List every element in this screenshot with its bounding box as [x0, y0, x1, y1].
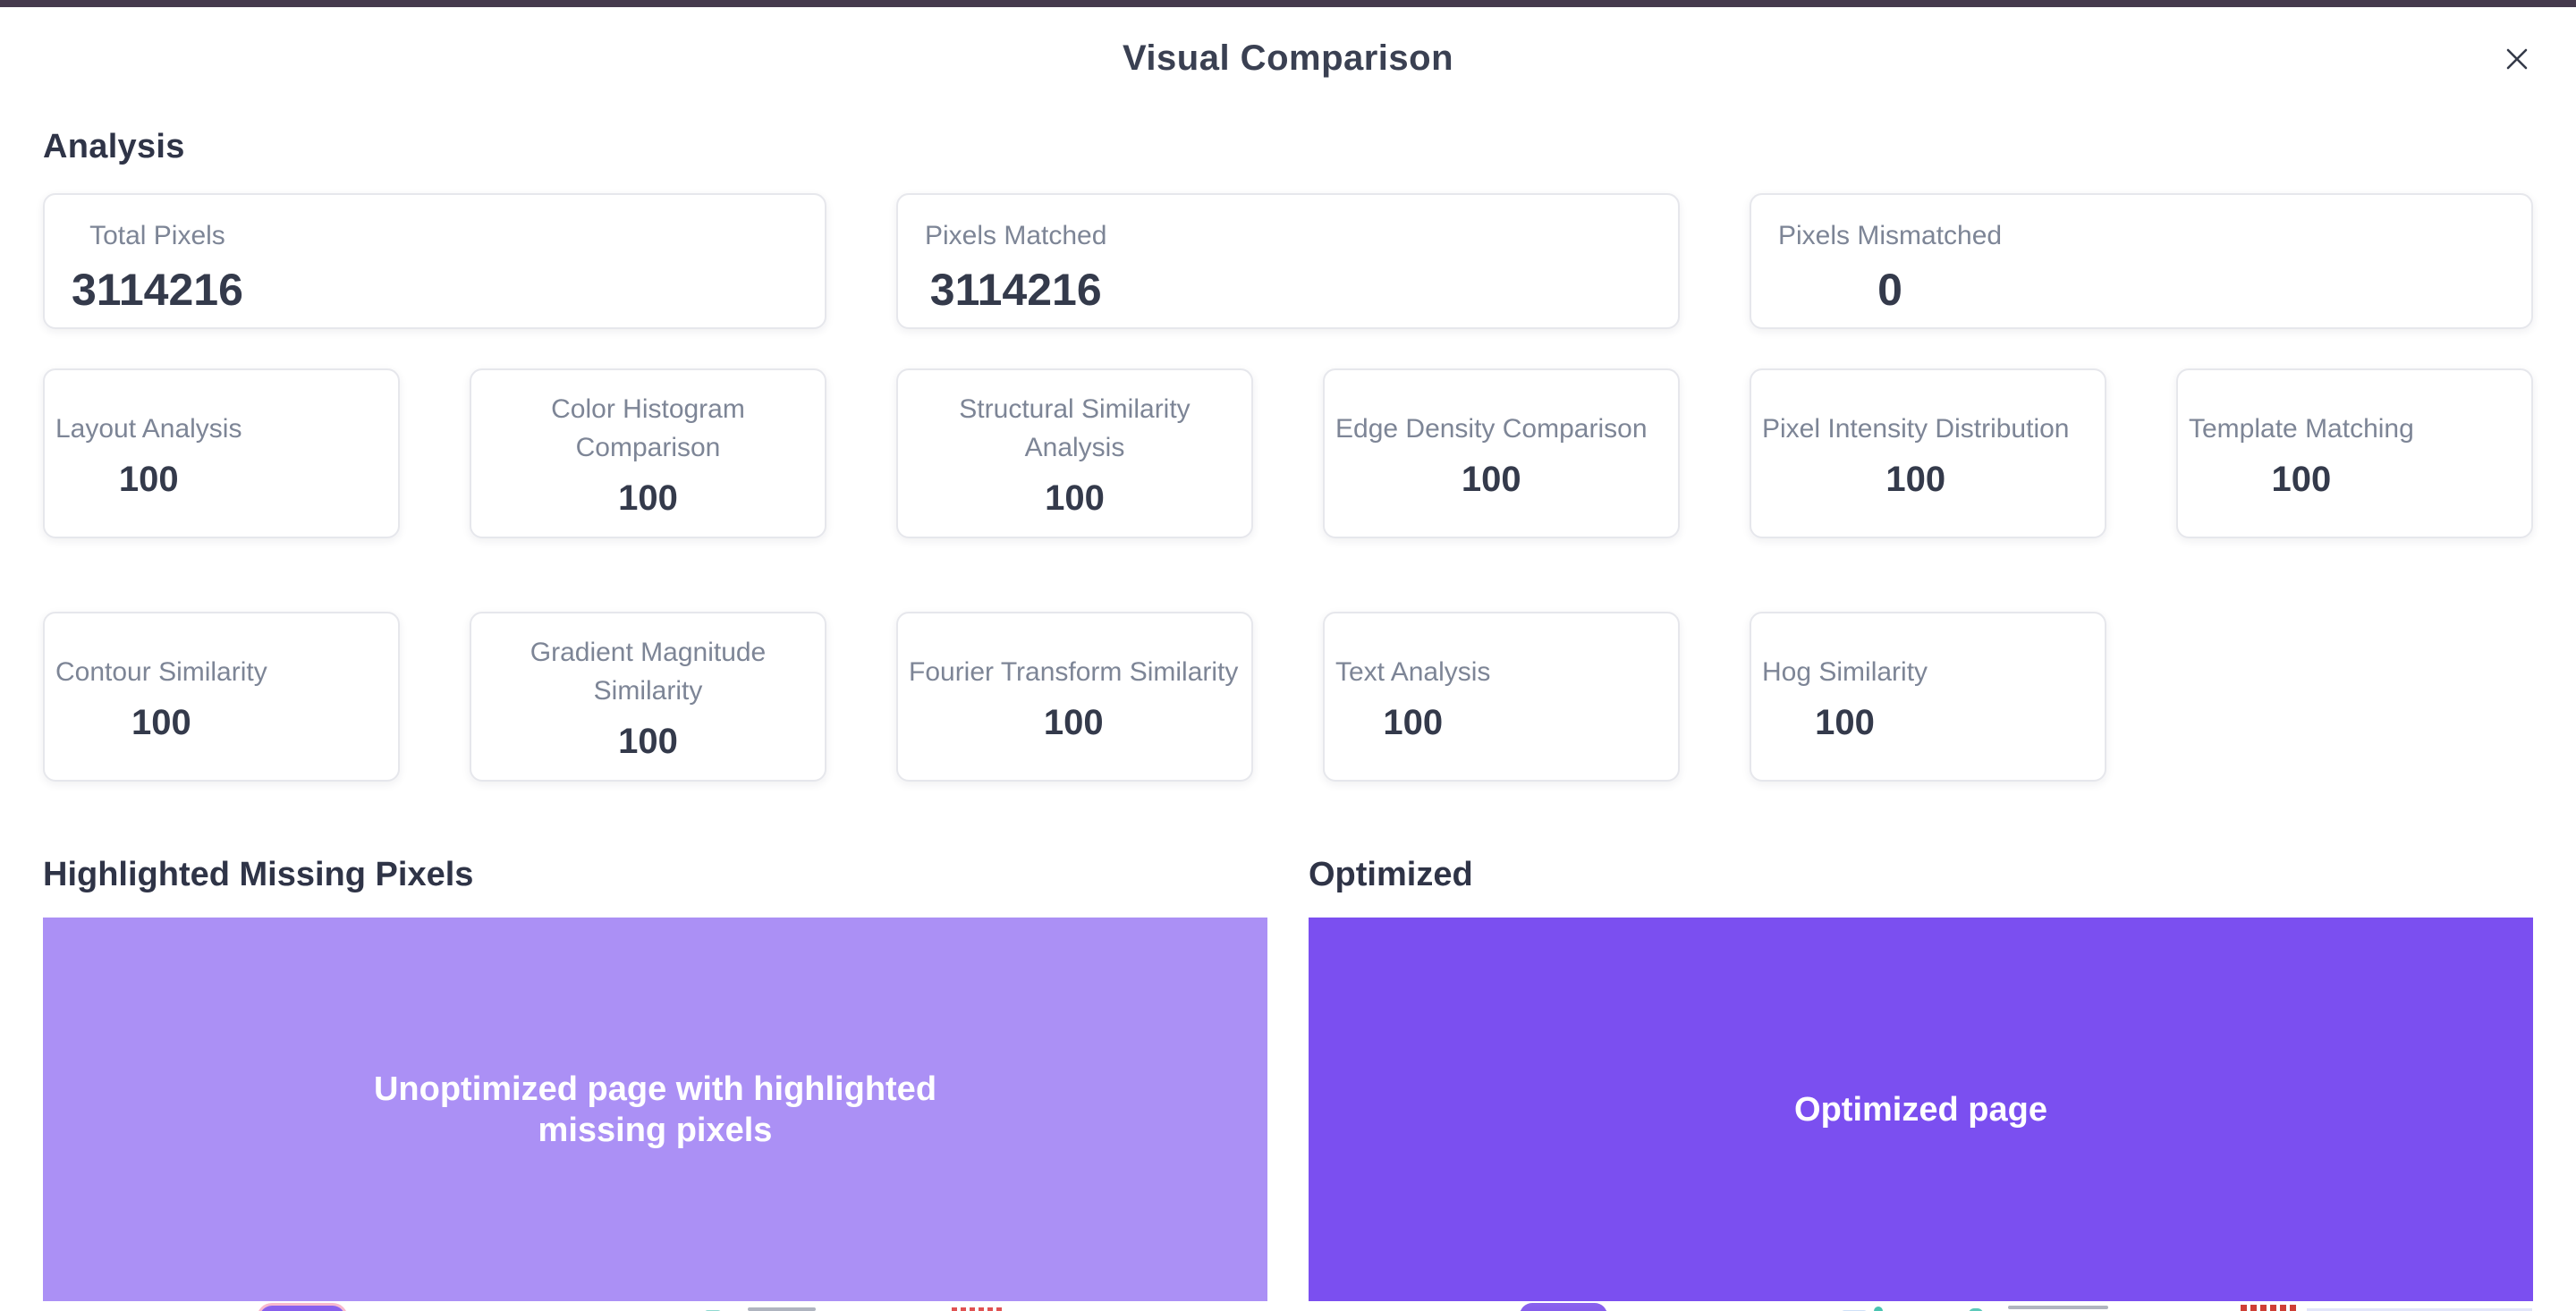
metric-card-gradient-magnitude: Gradient Magnitude Similarity 100 — [470, 612, 826, 782]
metric-card-edge-density: Edge Density Comparison 100 — [1323, 368, 1680, 538]
unoptimized-hero-text: Unoptimized page with highlighted missin… — [373, 1070, 937, 1149]
page-panel-fragment — [2307, 1308, 2532, 1311]
close-button[interactable] — [2497, 39, 2537, 79]
stat-value: 3114216 — [929, 265, 1102, 315]
page-button-fragment — [259, 1306, 345, 1311]
optimized-column: Optimized Optimized page — [1309, 857, 2533, 1311]
stat-label: Total Pixels — [89, 221, 225, 250]
metric-value: 100 — [618, 478, 678, 518]
metric-label: Pixel Intensity Distribution — [1762, 413, 2070, 444]
metric-label: Text Analysis — [1335, 656, 1491, 687]
stat-label: Pixels Mismatched — [1778, 221, 2003, 250]
stat-card-pixels-matched: Pixels Matched 3114216 — [896, 193, 1680, 329]
optimized-page-sliver — [1309, 1301, 2533, 1311]
metric-card-contour-similarity: Contour Similarity 100 — [43, 612, 400, 782]
page-content-fragment — [1969, 1308, 1983, 1311]
metric-value: 100 — [1043, 702, 1104, 742]
metric-card-structural-similarity: Structural Similarity Analysis 100 — [896, 368, 1253, 538]
metric-label: Template Matching — [2189, 413, 2414, 444]
metric-value: 100 — [1383, 702, 1444, 742]
metric-label: Fourier Transform Similarity — [909, 656, 1239, 687]
metric-card-color-histogram: Color Histogram Comparison 100 — [470, 368, 826, 538]
metric-value: 100 — [1461, 459, 1521, 499]
previews-section: Highlighted Missing Pixels Unoptimized p… — [0, 857, 2576, 1311]
metric-card-pixel-intensity: Pixel Intensity Distribution 100 — [1750, 368, 2106, 538]
metric-value: 100 — [118, 459, 179, 499]
metric-label: Gradient Magnitude Similarity — [530, 638, 767, 706]
metric-label: Edge Density Comparison — [1335, 413, 1648, 444]
unoptimized-page-sliver — [43, 1301, 1267, 1311]
optimized-hero-text: Optimized page — [1794, 1090, 2047, 1129]
unoptimized-preview: Unoptimized page with highlighted missin… — [43, 918, 1267, 1311]
optimized-heading: Optimized — [1309, 856, 1473, 893]
metric-label: Hog Similarity — [1762, 656, 1928, 687]
metric-label: Contour Similarity — [55, 656, 267, 687]
metric-value: 100 — [2271, 459, 2332, 499]
optimized-preview: Optimized page — [1309, 918, 2533, 1311]
dialog-title: Visual Comparison — [1122, 38, 1454, 78]
dialog-header: Visual Comparison — [0, 39, 2576, 77]
metrics-grid: Layout Analysis 100 Color Histogram Comp… — [43, 368, 2533, 782]
metric-card-fourier-transform: Fourier Transform Similarity 100 — [896, 612, 1253, 782]
stat-value: 0 — [1877, 265, 1902, 315]
metric-label: Layout Analysis — [55, 413, 242, 444]
metric-label: Structural Similarity Analysis — [959, 394, 1191, 462]
stat-card-total-pixels: Total Pixels 3114216 — [43, 193, 826, 329]
top-accent-bar — [0, 0, 2576, 7]
primary-stats-grid: Total Pixels 3114216 Pixels Matched 3114… — [43, 193, 2533, 329]
optimized-hero: Optimized page — [1309, 918, 2533, 1301]
metric-label: Color Histogram Comparison — [551, 394, 745, 462]
stat-card-pixels-mismatched: Pixels Mismatched 0 — [1750, 193, 2533, 329]
unoptimized-hero: Unoptimized page with highlighted missin… — [43, 918, 1267, 1301]
close-icon — [2506, 48, 2528, 70]
metric-card-text-analysis: Text Analysis 100 — [1323, 612, 1680, 782]
page-content-fragment — [1874, 1307, 1883, 1311]
metric-value: 100 — [1885, 459, 1946, 499]
page-button-fragment — [1520, 1303, 1607, 1311]
metric-card-template-matching: Template Matching 100 — [2176, 368, 2533, 538]
analysis-heading: Analysis — [43, 128, 185, 165]
page-text-fragment — [748, 1307, 816, 1311]
metric-value: 100 — [618, 722, 678, 761]
stat-label: Pixels Matched — [925, 221, 1107, 250]
missing-pixels-heading: Highlighted Missing Pixels — [43, 856, 474, 893]
metric-value: 100 — [1815, 702, 1875, 742]
metric-value: 100 — [1045, 478, 1105, 518]
page-highlight-fragment — [2241, 1305, 2296, 1311]
metric-card-layout-analysis: Layout Analysis 100 — [43, 368, 400, 538]
metric-value: 100 — [131, 702, 191, 742]
missing-pixels-column: Highlighted Missing Pixels Unoptimized p… — [43, 857, 1267, 1311]
page-highlight-fragment — [952, 1307, 1005, 1311]
metric-card-hog-similarity: Hog Similarity 100 — [1750, 612, 2106, 782]
page-text-fragment — [2008, 1306, 2108, 1311]
stat-value: 3114216 — [72, 265, 243, 315]
dialog-body: Analysis Total Pixels 3114216 Pixels Mat… — [0, 129, 2576, 782]
